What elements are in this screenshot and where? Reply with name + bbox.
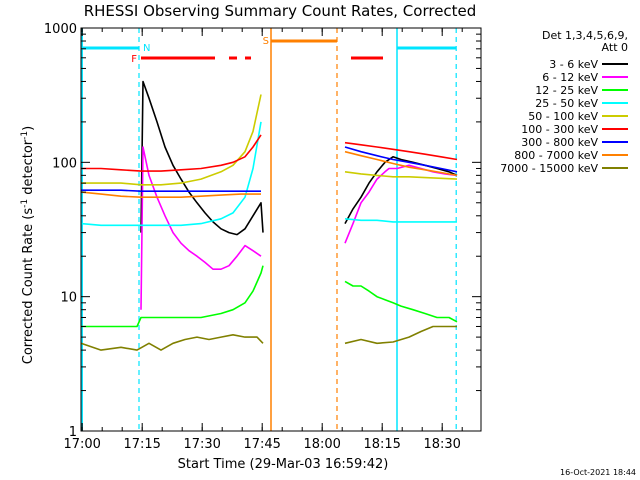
series-line-100-300-kev-segment-1 [81, 134, 262, 172]
chart-title: RHESSI Observing Summary Count Rates, Co… [84, 2, 477, 20]
x-tick-label: 18:30 [423, 437, 460, 452]
series-line-3-6-kev-segment-1 [140, 80, 264, 236]
x-tick-label: 18:15 [363, 437, 400, 452]
y-tick-label: 1 [69, 425, 77, 440]
plot-frame [80, 27, 482, 432]
generated-timestamp: 16-Oct-2021 18:44 [560, 468, 636, 477]
series-line-12-25-kev-segment-1 [81, 265, 264, 328]
x-axis-label: Start Time (29-Mar-03 16:59:42) [178, 457, 389, 472]
saa-label: S [263, 36, 269, 47]
legend-label-100-300-kev: 100 - 300 keV [521, 123, 598, 136]
series-line-300-800-kev-segment-2 [344, 146, 458, 173]
series-line-25-50-kev-segment-1 [80, 121, 262, 227]
legend-label-25-50-kev: 25 - 50 keV [535, 97, 598, 110]
axis-layer: 17:00 17:15 17:30 17:45 18:00 18:15 18:30 1 10 10… [44, 22, 482, 452]
x-tick-label: 17:00 [63, 437, 100, 452]
night-label: N [143, 43, 150, 54]
legend-label-300-800-kev: 300 - 800 keV [521, 136, 598, 149]
legend-label-6-12-kev: 6 - 12 keV [542, 71, 598, 84]
flare-label: F [131, 54, 137, 65]
legend-header-line2: Att 0 [602, 41, 628, 54]
x-tick-label: 17:45 [243, 437, 280, 452]
y-tick-label: 10 [60, 291, 77, 306]
legend-label-3-6-kev: 3 - 6 keV [549, 58, 598, 71]
series-line-800-7000-kev-segment-2 [344, 150, 458, 177]
x-tick-label: 18:00 [303, 437, 340, 452]
legend-label-7000-15000-kev: 7000 - 15000 keV [500, 162, 598, 175]
series-line-50-100-kev-segment-2 [344, 171, 458, 180]
legend-header-line1: Det 1,3,4,5,6,9, [542, 29, 628, 42]
series-line-50-100-kev-segment-1 [81, 94, 262, 186]
series-line-7000-15000-kev-segment-1 [80, 333, 264, 351]
series-line-100-300-kev-segment-2 [344, 141, 458, 161]
series-line-6-12-kev-segment-1 [140, 146, 262, 310]
annotation-layer: FN S [81, 28, 457, 431]
y-axis-label: Corrected Count Rate (s-1 detector-1) [20, 126, 36, 364]
x-tick-label: 17:30 [183, 437, 220, 452]
series-layer [80, 80, 458, 351]
series-line-300-800-kev-segment-1 [81, 189, 261, 192]
y-tick-label: 100 [52, 156, 77, 171]
series-line-800-7000-kev-segment-1 [80, 191, 261, 198]
legend-label-12-25-kev: 12 - 25 keV [535, 84, 598, 97]
series-line-7000-15000-kev-segment-2 [344, 325, 457, 345]
y-tick-label: 1000 [44, 22, 77, 37]
series-line-12-25-kev-segment-2 [344, 280, 458, 323]
legend-label-800-7000-kev: 800 - 7000 keV [514, 149, 598, 162]
series-line-25-50-kev-segment-2 [344, 218, 457, 223]
x-tick-label: 17:15 [123, 437, 160, 452]
legend-label-50-100-kev: 50 - 100 keV [528, 110, 598, 123]
